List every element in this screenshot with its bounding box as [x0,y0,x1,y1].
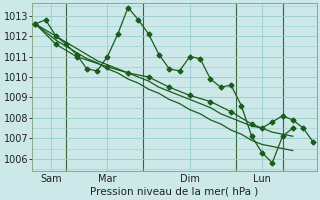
X-axis label: Pression niveau de la mer( hPa ): Pression niveau de la mer( hPa ) [90,187,259,197]
